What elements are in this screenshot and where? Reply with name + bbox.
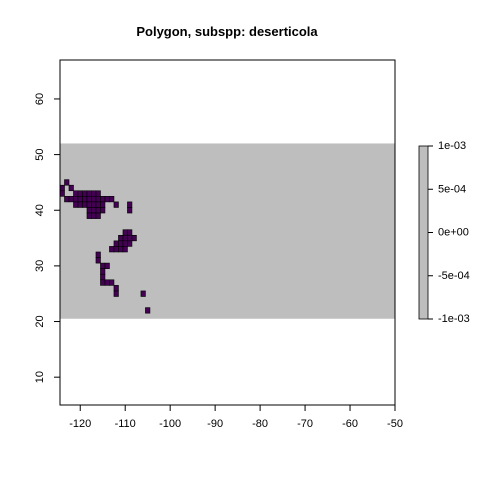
presence-cell <box>109 279 115 286</box>
legend: 1e-03 5e-04 0e+00 -5e-04 -1e-03 <box>418 140 470 325</box>
presence-cell <box>91 212 97 219</box>
y-tick-label: 10 <box>34 371 46 383</box>
presence-cell <box>86 196 92 203</box>
presence-cell <box>127 234 133 242</box>
presence-cell <box>95 251 101 258</box>
presence-cell <box>77 196 83 203</box>
presence-cell <box>59 184 65 192</box>
presence-cell <box>100 268 106 275</box>
presence-cell <box>95 196 101 203</box>
presence-cell <box>82 190 88 197</box>
y-tick-label: 40 <box>34 204 46 216</box>
presence-cell <box>100 207 106 214</box>
x-axis: -120 -110 -100 -90 -80 -70 -60 -50 <box>69 404 403 430</box>
presence-cell <box>73 201 79 208</box>
presence-cell <box>95 212 101 219</box>
presence-cell <box>127 207 133 214</box>
presence-cell <box>86 201 92 208</box>
presence-cell <box>100 201 106 208</box>
y-tick-label: 60 <box>34 93 46 105</box>
plot-area <box>59 59 396 406</box>
presence-cell <box>113 201 119 208</box>
presence-cell <box>95 190 101 197</box>
presence-cell <box>82 196 88 203</box>
presence-cell <box>140 290 146 297</box>
legend-ticks: 1e-03 5e-04 0e+00 -5e-04 -1e-03 <box>428 140 470 325</box>
presence-cell <box>113 240 119 247</box>
presence-cell <box>109 246 115 253</box>
presence-cell <box>73 196 79 203</box>
presence-cell <box>145 307 151 314</box>
presence-cell <box>109 196 115 203</box>
presence-cell <box>95 201 101 208</box>
presence-cell <box>122 229 128 236</box>
presence-cell <box>127 240 133 247</box>
presence-cell <box>113 290 119 297</box>
presence-cell <box>68 196 74 203</box>
presence-cell <box>118 234 124 242</box>
presence-cell <box>122 234 128 242</box>
presence-cell <box>113 246 119 253</box>
presence-cell <box>100 273 106 281</box>
presence-cell <box>86 190 92 197</box>
x-tick-label: -80 <box>252 418 268 430</box>
presence-cell <box>95 257 101 264</box>
presence-cell <box>122 246 128 253</box>
presence-cell <box>86 207 92 214</box>
presence-cell <box>95 207 101 214</box>
legend-tick-label: -5e-04 <box>438 270 470 282</box>
x-tick-label: -100 <box>159 418 181 430</box>
presence-cell <box>91 207 97 214</box>
presence-cell <box>91 201 97 208</box>
presence-cell <box>77 190 83 197</box>
presence-cell <box>64 196 70 203</box>
legend-tick-label: -1e-03 <box>438 313 470 325</box>
x-tick-label: -70 <box>297 418 313 430</box>
x-tick-label: -110 <box>115 418 136 430</box>
presence-cell <box>127 201 133 208</box>
y-tick-label: 30 <box>34 260 46 272</box>
x-tick-label: -60 <box>342 418 358 430</box>
x-tick-label: -90 <box>207 418 223 430</box>
legend-tick-label: 0e+00 <box>438 227 469 239</box>
legend-tick-label: 5e-04 <box>438 183 466 195</box>
presence-cell <box>122 240 128 247</box>
presence-cell <box>91 196 97 203</box>
presence-cell <box>100 279 106 286</box>
presence-cell <box>59 190 65 197</box>
presence-cell <box>104 279 110 286</box>
presence-cell <box>91 190 97 197</box>
y-axis: 10 20 30 40 50 60 <box>34 93 61 383</box>
presence-cell <box>118 246 124 253</box>
presence-cell <box>82 201 88 208</box>
presence-cell <box>86 212 92 219</box>
legend-color-bar <box>418 145 429 320</box>
chart-title: Polygon, subspp: deserticola <box>136 24 318 39</box>
presence-cells <box>59 179 151 314</box>
presence-cell <box>64 179 70 186</box>
presence-cell <box>100 262 106 269</box>
x-tick-label: -120 <box>69 418 91 430</box>
presence-cell <box>68 184 74 192</box>
x-tick-label: -50 <box>387 418 403 430</box>
y-tick-label: 20 <box>34 315 46 327</box>
presence-cell <box>127 229 133 236</box>
presence-cell <box>118 240 124 247</box>
presence-cell <box>104 262 110 269</box>
presence-cell <box>77 201 83 208</box>
presence-cell <box>104 196 110 203</box>
legend-tick-label: 1e-03 <box>438 140 466 152</box>
presence-cell <box>73 190 79 197</box>
y-tick-label: 50 <box>34 148 46 160</box>
raster-background <box>60 143 395 319</box>
presence-cell <box>131 234 137 242</box>
presence-cell <box>100 196 106 203</box>
presence-cell <box>113 285 119 292</box>
